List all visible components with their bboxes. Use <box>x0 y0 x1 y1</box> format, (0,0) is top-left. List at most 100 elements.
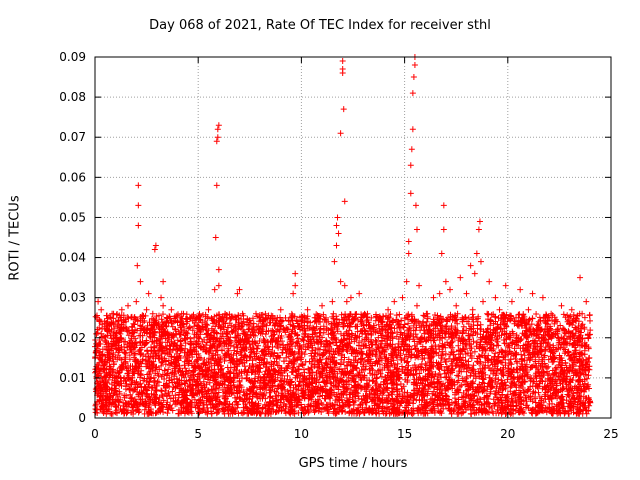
scatter-point <box>544 326 551 333</box>
scatter-point <box>98 330 105 337</box>
scatter-point <box>180 386 187 393</box>
scatter-point <box>574 378 581 385</box>
scatter-point <box>108 326 115 333</box>
scatter-point <box>502 282 509 289</box>
scatter-point <box>114 378 121 385</box>
scatter-point <box>347 294 354 301</box>
scatter-point <box>139 390 146 397</box>
scatter-point <box>314 350 321 357</box>
scatter-point <box>376 354 383 361</box>
scatter-point <box>125 302 132 309</box>
scatter-point <box>209 342 216 349</box>
scatter-point <box>426 358 433 365</box>
scatter-point <box>579 310 586 317</box>
scatter-point <box>329 298 336 305</box>
scatter-point <box>374 314 381 321</box>
scatter-point <box>120 402 127 409</box>
scatter-point <box>319 302 326 309</box>
scatter-point <box>428 330 435 337</box>
x-tick-label: 20 <box>500 427 515 441</box>
scatter-point <box>568 306 575 313</box>
scatter-point <box>558 302 565 309</box>
scatter-point <box>122 318 129 325</box>
scatter-point <box>539 294 546 301</box>
scatter-point <box>345 330 352 337</box>
scatter-point <box>108 386 115 393</box>
scatter-point <box>143 378 150 385</box>
scatter-point <box>96 354 103 361</box>
scatter-point <box>422 382 429 389</box>
scatter-point <box>583 298 590 305</box>
scatter-point <box>413 226 420 233</box>
scatter-point <box>164 314 171 321</box>
scatter-point <box>310 390 317 397</box>
scatter-point <box>158 362 165 369</box>
scatter-point <box>275 334 282 341</box>
scatter-point <box>453 302 460 309</box>
scatter-point <box>436 290 443 297</box>
scatter-point <box>162 330 169 337</box>
scatter-point <box>244 338 251 345</box>
scatter-point <box>281 386 288 393</box>
scatter-point <box>168 306 175 313</box>
scatter-point <box>106 370 113 377</box>
scatter-point <box>316 326 323 333</box>
scatter-point <box>186 314 193 321</box>
scatter-point <box>298 318 305 325</box>
scatter-point <box>222 350 229 357</box>
scatter-point <box>399 294 406 301</box>
scatter-point <box>480 298 487 305</box>
scatter-point <box>283 326 290 333</box>
y-axis-label: ROTI / TECUs <box>7 195 23 281</box>
scatter-point <box>129 374 136 381</box>
scatter-point <box>401 330 408 337</box>
scatter-point <box>469 306 476 313</box>
scatter-point <box>368 330 375 337</box>
scatter-point <box>222 310 229 317</box>
scatter-point <box>577 274 584 281</box>
scatter-point-band <box>92 310 594 417</box>
scatter-point <box>211 318 218 325</box>
scatter-point <box>277 370 284 377</box>
scatter-point <box>236 378 243 385</box>
scatter-point <box>585 334 592 341</box>
scatter-point <box>160 302 167 309</box>
scatter-point <box>586 354 593 361</box>
scatter-point <box>102 338 109 345</box>
scatter-point <box>523 334 530 341</box>
scatter-point <box>422 346 429 353</box>
scatter-point <box>508 298 515 305</box>
scatter-point <box>129 330 136 337</box>
scatter-point <box>131 386 138 393</box>
scatter-point <box>550 342 557 349</box>
y-tick-label: 0.02 <box>59 331 86 345</box>
scatter-point <box>506 330 513 337</box>
scatter-point <box>334 214 341 221</box>
scatter-point <box>410 74 417 81</box>
scatter-point <box>533 382 540 389</box>
scatter-point <box>362 342 369 349</box>
scatter-point <box>168 338 175 345</box>
scatter-point <box>197 398 204 405</box>
scatter-point <box>127 346 134 353</box>
scatter-point <box>294 374 301 381</box>
scatter-point <box>215 266 222 273</box>
scatter-point <box>581 366 588 373</box>
scatter-point <box>513 314 520 321</box>
scatter-point <box>160 278 167 285</box>
scatter-point <box>135 202 142 209</box>
scatter-point <box>482 346 489 353</box>
scatter-point <box>378 326 385 333</box>
scatter-point <box>476 218 483 225</box>
scatter-point <box>213 182 220 189</box>
scatter-point <box>504 350 511 357</box>
scatter-point <box>418 366 425 373</box>
scatter-point <box>215 122 222 129</box>
scatter-point <box>134 262 141 269</box>
scatter-point <box>424 310 431 317</box>
scatter-point <box>166 374 173 381</box>
scatter-point <box>217 330 224 337</box>
scatter-point <box>323 378 330 385</box>
scatter-point <box>364 310 371 317</box>
scatter-point <box>552 386 559 393</box>
